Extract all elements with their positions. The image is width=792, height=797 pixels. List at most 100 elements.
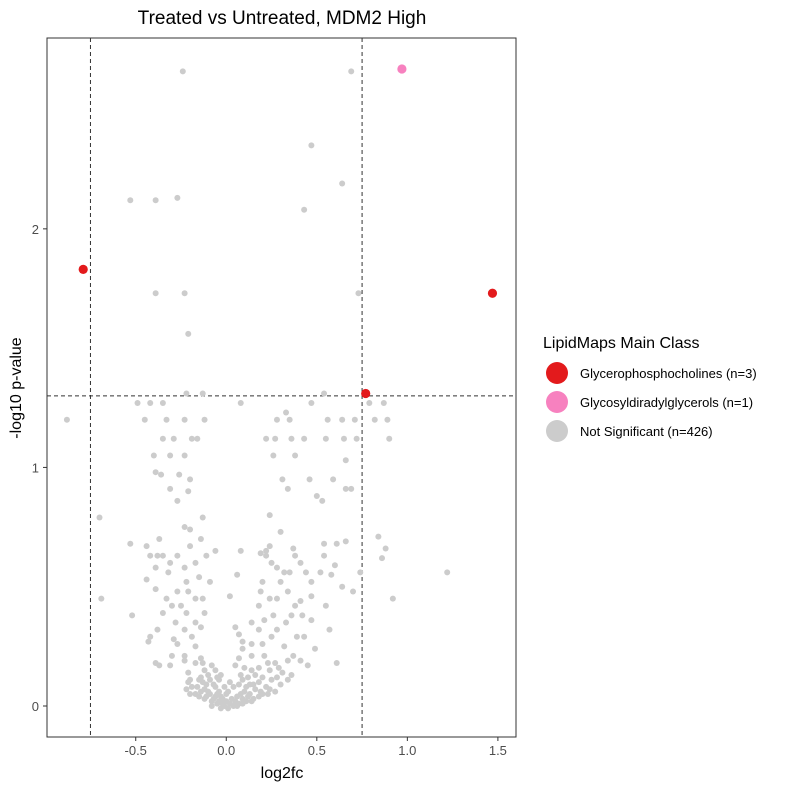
point-not-significant-0-87 [147,552,154,559]
point-not-significant-0-147 [183,609,190,616]
point-not-significant-0-213 [252,671,259,678]
point-not-significant-0-71 [181,524,188,531]
point-not-significant-0-13 [199,390,206,397]
point-not-significant-0-61 [185,488,192,495]
legend-key-0 [546,362,568,384]
point-not-significant-0-106 [181,564,188,571]
point-not-significant-0-29 [339,416,346,423]
point-not-significant-0-52 [342,457,349,464]
point-not-significant-0-20 [134,400,141,407]
point-not-significant-0-203 [275,664,282,671]
point-not-significant-0-146 [159,609,166,616]
point-not-significant-0-46 [386,435,393,442]
point-not-significant-0-207 [248,667,255,674]
point-not-significant-0-152 [172,619,179,626]
point-not-significant-0-128 [284,588,291,595]
point-not-significant-0-49 [181,452,188,459]
legend-title: LipidMaps Main Class [543,335,700,352]
point-not-significant-0-94 [257,550,264,557]
point-not-significant-0-107 [273,564,280,571]
point-not-significant-0-222 [206,676,213,683]
point-not-significant-0-157 [308,617,315,624]
point-not-significant-0-184 [235,655,242,662]
point-not-significant-0-228 [273,674,280,681]
y-tick-label: 0 [32,699,39,714]
point-not-significant-0-1 [348,68,355,75]
point-not-significant-0-172 [145,638,152,645]
point-not-significant-0-263 [264,691,271,698]
point-not-significant-0-35 [159,435,166,442]
point-not-significant-0-83 [263,547,270,554]
point-not-significant-0-74 [156,535,163,542]
point-not-significant-0-57 [279,476,286,483]
point-not-significant-0-58 [306,476,313,483]
point-not-significant-0-17 [380,400,387,407]
point-not-significant-0-209 [279,669,286,676]
point-significant-1-1 [487,288,498,298]
point-not-significant-0-174 [239,638,246,645]
point-not-significant-0-3 [339,180,346,187]
point-not-significant-0-4 [301,206,308,213]
point-not-significant-0-158 [232,624,239,631]
data-points [63,64,498,712]
x-tick-label: 1.5 [489,743,507,758]
point-not-significant-0-198 [199,660,206,667]
point-not-significant-0-154 [248,619,255,626]
point-not-significant-0-100 [192,559,199,566]
point-not-significant-0-101 [268,559,275,566]
point-not-significant-0-51 [292,452,299,459]
point-not-significant-0-69 [199,514,206,521]
point-not-significant-0-127 [257,588,264,595]
point-not-significant-0-119 [234,571,241,578]
point-not-significant-0-165 [147,633,154,640]
point-not-significant-0-205 [201,667,208,674]
point-not-significant-0-92 [212,547,219,554]
point-not-significant-0-97 [321,552,328,559]
legend-entries: Glycerophosphocholines (n=3) Glycosyldira… [546,362,757,442]
point-not-significant-0-121 [277,578,284,585]
point-not-significant-0-77 [127,540,134,547]
point-not-significant-0-60 [167,485,174,492]
point-not-significant-0-63 [342,485,349,492]
point-not-significant-0-64 [348,485,355,492]
point-not-significant-0-130 [350,588,357,595]
point-not-significant-0-111 [317,569,324,576]
point-not-significant-0-239 [188,683,195,690]
point-not-significant-0-201 [241,664,248,671]
point-not-significant-0-8 [152,290,159,297]
point-not-significant-0-268 [245,693,251,700]
chart-title: Treated vs Untreated, MDM2 High [138,8,427,29]
point-not-significant-0-196 [156,662,163,669]
point-not-significant-0-175 [248,640,255,647]
point-not-significant-0-44 [340,435,347,442]
point-not-significant-0-151 [299,612,306,619]
point-not-significant-0-269 [255,693,262,700]
point-not-significant-0-164 [326,626,333,633]
point-not-significant-0-118 [206,578,213,585]
point-not-significant-0-124 [152,586,159,593]
point-not-significant-0-224 [226,679,233,686]
point-not-significant-0-82 [266,543,273,550]
point-not-significant-0-214 [288,671,295,678]
point-not-significant-0-182 [181,652,188,659]
point-not-significant-0-212 [237,671,244,678]
point-not-significant-0-210 [205,671,212,678]
point-not-significant-0-85 [342,538,349,545]
point-not-significant-0-225 [239,676,246,683]
point-not-significant-0-26 [286,416,293,423]
legend-key-1 [546,391,568,413]
legend-label-1: Glycosyldiradylglycerols (n=1) [580,395,753,410]
point-not-significant-0-240 [194,683,201,690]
panel-border [46,37,517,738]
point-not-significant-0-229 [284,676,291,683]
point-not-significant-0-141 [178,602,184,609]
point-not-significant-0-36 [170,435,177,442]
point-significant-1-2 [361,388,371,399]
point-not-significant-0-137 [273,595,280,602]
point-not-significant-0-33 [181,416,188,423]
point-not-significant-0-186 [261,652,268,659]
point-not-significant-0-192 [272,660,279,667]
point-not-significant-0-226 [255,679,262,686]
point-not-significant-0-169 [268,633,275,640]
